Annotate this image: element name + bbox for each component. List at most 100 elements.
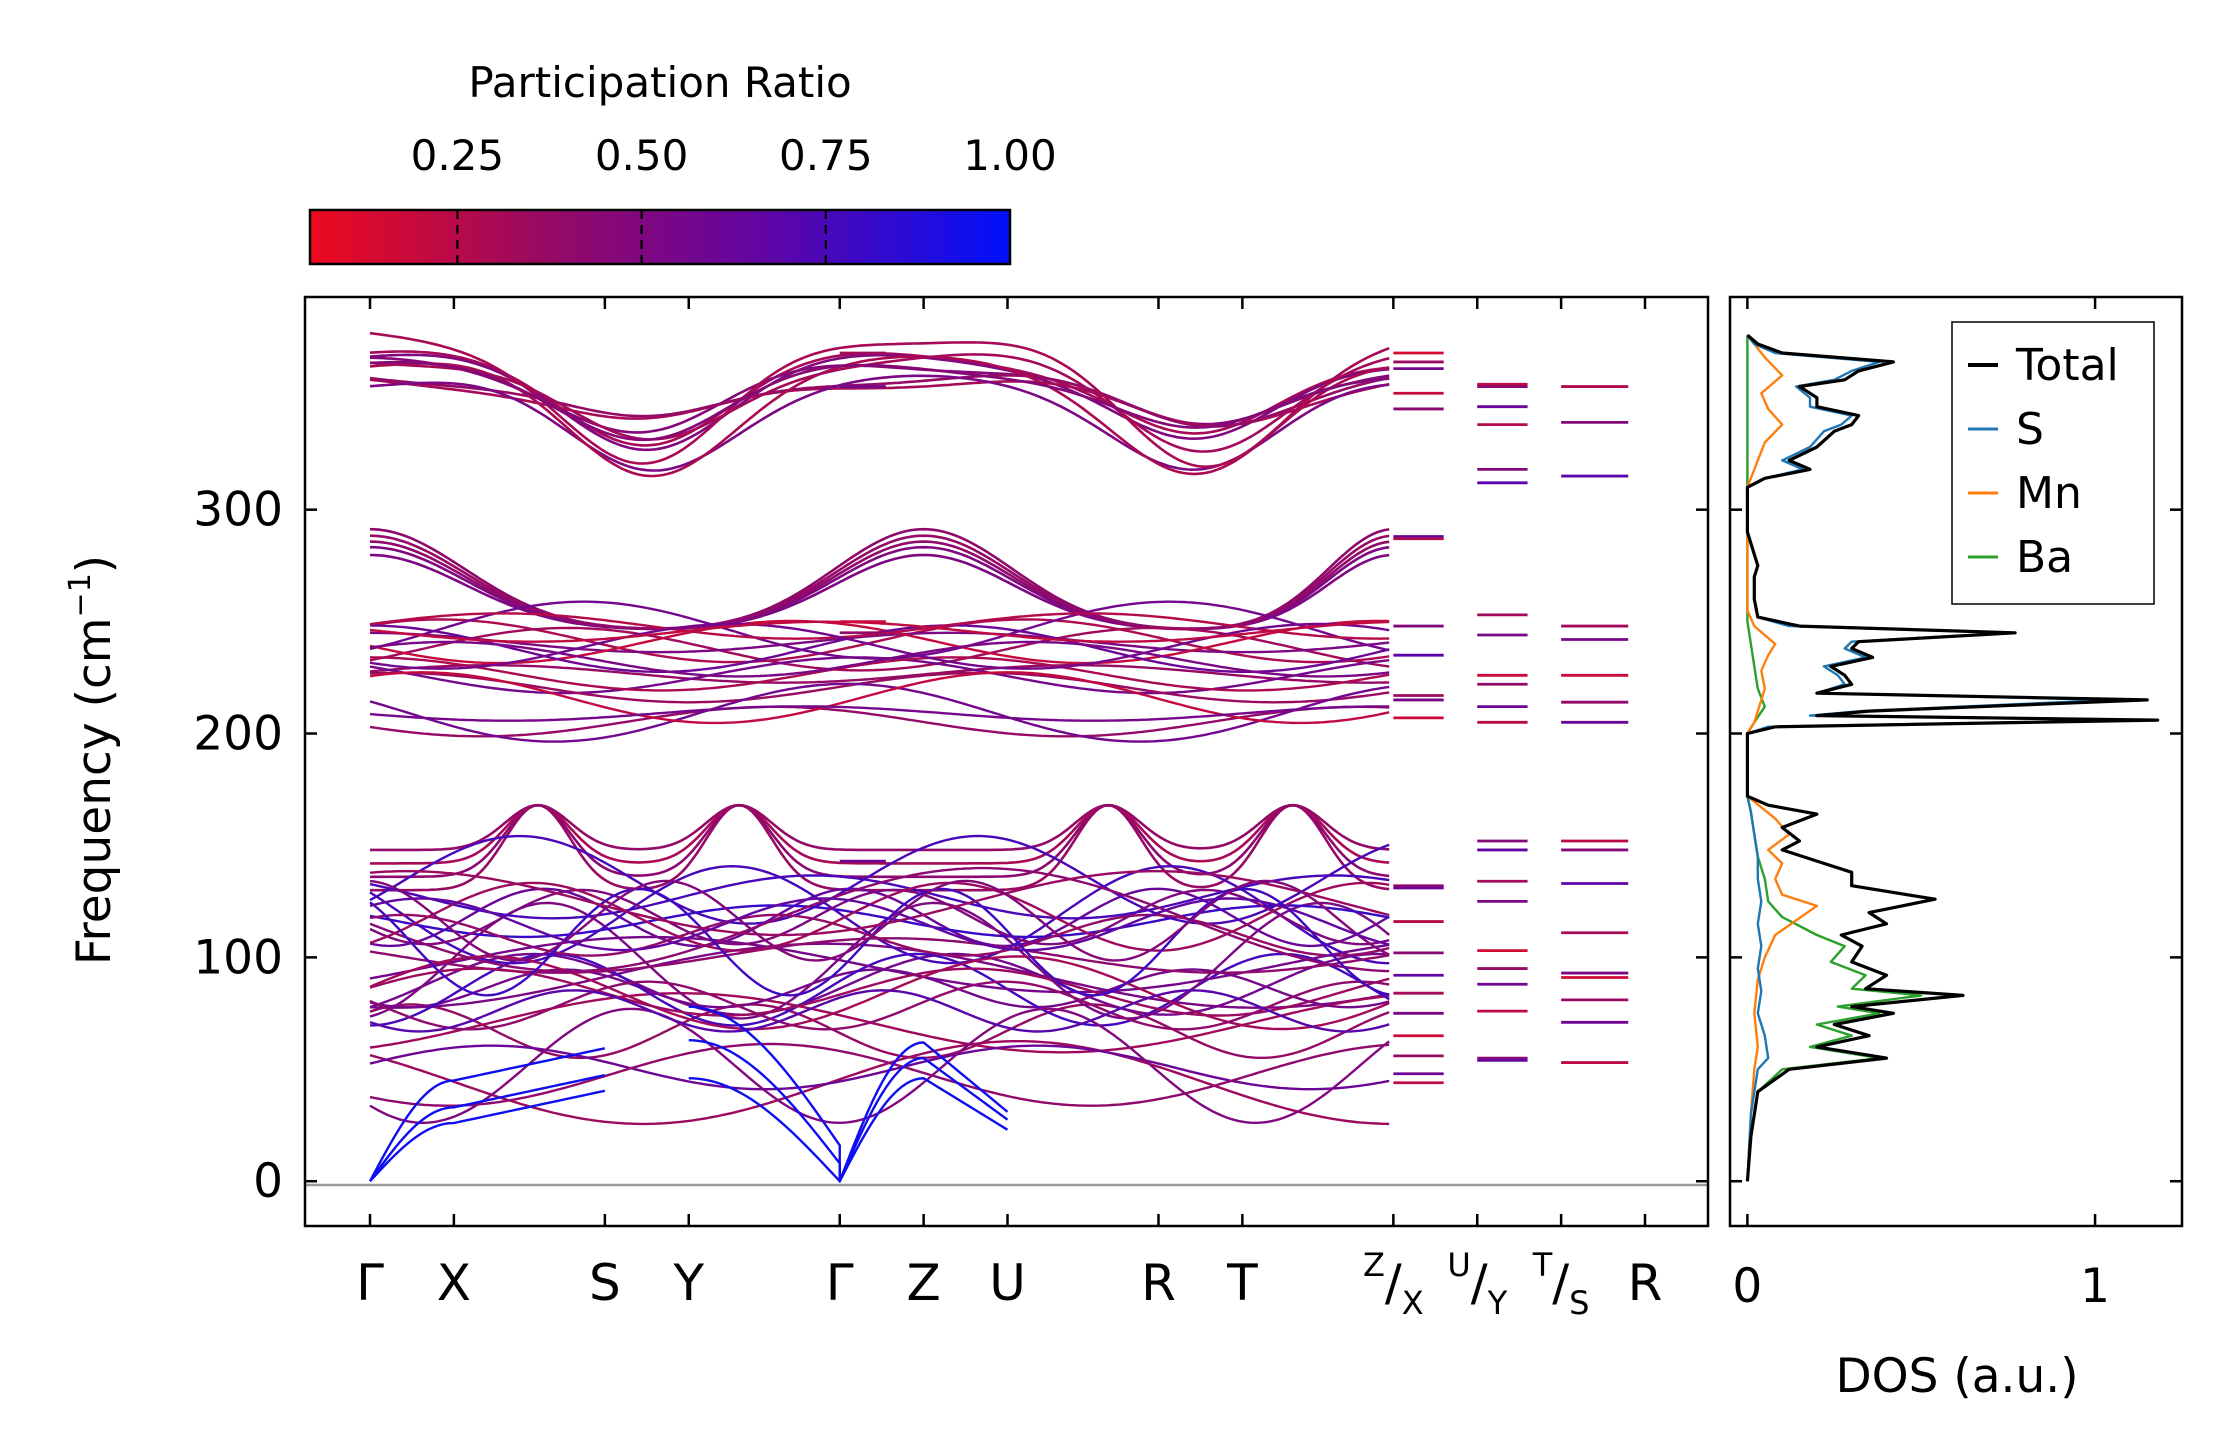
legend-label: Mn bbox=[2016, 468, 2082, 519]
band-branch-mid bbox=[369, 600, 1390, 660]
band-branch-mid bbox=[369, 664, 1390, 684]
acoustic-branch bbox=[368, 1047, 606, 1182]
k-label-composite: U/Y bbox=[1447, 1246, 1507, 1322]
band-branch-low bbox=[369, 888, 1390, 946]
colorbar-tick-label: 0.75 bbox=[779, 131, 873, 180]
colorbar-tick-label: 0.25 bbox=[411, 131, 505, 180]
dos-series-mn bbox=[1746, 334, 1819, 1182]
dos-x-tick-label: 1 bbox=[2080, 1259, 2110, 1314]
band-branch-high bbox=[369, 353, 1390, 452]
band-branch-high bbox=[369, 360, 1390, 442]
colorbar-title: Participation Ratio bbox=[468, 58, 851, 107]
k-label-top: U bbox=[1447, 1246, 1470, 1284]
dos-x-axis-title: DOS (a.u.) bbox=[1835, 1349, 2078, 1404]
legend-label: Ba bbox=[2016, 532, 2073, 583]
dos-x-tick-label: 0 bbox=[1732, 1259, 1762, 1314]
band-branch-low bbox=[369, 881, 1390, 952]
dos-axes-frame bbox=[1728, 295, 2184, 1228]
dos-legend-frame bbox=[1951, 321, 2155, 605]
dos-lines bbox=[1745, 333, 2160, 1182]
k-label-top: T bbox=[1532, 1246, 1553, 1284]
colorbar-tick-label: 0.50 bbox=[595, 131, 689, 180]
band-branch-mid bbox=[369, 620, 1390, 643]
band-branch-low bbox=[369, 935, 1390, 994]
band-y-axis-title-main: Frequency (cm bbox=[67, 617, 122, 965]
dos-legend: Total S Mn Ba bbox=[1951, 321, 2155, 605]
colorbar-tick-labels: 0.25 0.50 0.75 1.00 bbox=[411, 131, 1057, 180]
band-branch-mid bbox=[369, 671, 1390, 704]
band-branch-low bbox=[369, 1044, 1390, 1091]
k-label-slash: / bbox=[1552, 1254, 1569, 1312]
band-branch-low bbox=[369, 870, 1390, 937]
colorbar-ticks bbox=[456, 210, 827, 264]
dos-y-ticks bbox=[1730, 508, 2182, 1183]
band-y-tick-label: 200 bbox=[193, 707, 283, 762]
band-branch-midupper bbox=[369, 540, 1390, 631]
k-label-slash: / bbox=[1385, 1254, 1402, 1312]
band-branch-midupper bbox=[370, 545, 1390, 631]
k-label: Γ bbox=[826, 1254, 854, 1312]
band-branch-low bbox=[369, 834, 1390, 925]
band-branch-low bbox=[369, 887, 1390, 997]
k-label: Γ bbox=[356, 1254, 384, 1312]
band-branch-low bbox=[369, 1042, 1390, 1107]
k-label-bottom: X bbox=[1402, 1284, 1424, 1322]
band-axes-frame bbox=[303, 295, 1710, 1228]
band-branch-low bbox=[369, 967, 1390, 1017]
acoustic-branch bbox=[369, 1089, 606, 1183]
band-branch-low bbox=[369, 989, 1390, 1033]
band-y-tick-label: 300 bbox=[193, 483, 283, 538]
band-branch-low bbox=[369, 980, 1390, 1031]
legend-label: S bbox=[2016, 404, 2044, 455]
k-label-top: Z bbox=[1363, 1246, 1385, 1284]
band-branch-mid bbox=[369, 705, 1390, 738]
band-branch-mid bbox=[369, 682, 1390, 743]
band-flat-levels bbox=[839, 351, 1629, 1085]
k-label-bottom: Y bbox=[1487, 1284, 1508, 1322]
band-branch-low bbox=[369, 1003, 1390, 1060]
band-branch-low bbox=[369, 897, 1390, 952]
band-branch-mid bbox=[369, 640, 1390, 678]
band-branch-low bbox=[369, 904, 1390, 939]
k-label: S bbox=[589, 1254, 621, 1312]
band-branch-low bbox=[369, 992, 1390, 1054]
k-label: X bbox=[437, 1254, 471, 1312]
k-label: Y bbox=[672, 1254, 704, 1312]
band-branch-mid bbox=[369, 631, 1390, 654]
dos-series-total bbox=[1745, 333, 2160, 1182]
band-y-ticks: 0 100 200 300 bbox=[193, 483, 1708, 1209]
acoustic-branch bbox=[369, 1073, 606, 1182]
band-branch-low bbox=[369, 1040, 1390, 1126]
k-label-composite: Z/X bbox=[1363, 1246, 1424, 1322]
k-label-bottom: S bbox=[1569, 1284, 1589, 1322]
band-y-tick-label: 0 bbox=[253, 1154, 283, 1209]
band-y-axis-title-end: ) bbox=[67, 555, 122, 573]
band-branch-hump bbox=[370, 803, 1390, 852]
k-label: T bbox=[1226, 1254, 1258, 1312]
band-branch-high bbox=[369, 353, 1390, 453]
acoustic-branch-z bbox=[688, 1077, 1009, 1184]
colorbar: Participation Ratio 0.25 0.50 0.75 1.00 bbox=[308, 58, 1057, 266]
band-lines bbox=[368, 331, 1390, 1184]
band-branch-midupper bbox=[369, 527, 1390, 630]
dos-series-ba bbox=[1746, 335, 1923, 1182]
k-label: R bbox=[1141, 1254, 1176, 1312]
band-y-axis-title: Frequency (cm−1) bbox=[63, 555, 122, 965]
k-label: R bbox=[1628, 1254, 1663, 1312]
k-label: Z bbox=[906, 1254, 940, 1312]
k-label-slash: / bbox=[1471, 1254, 1488, 1312]
band-branch-low bbox=[369, 955, 1390, 1031]
band-branch-midupper bbox=[369, 553, 1390, 631]
band-branch-low bbox=[369, 866, 1390, 973]
band-y-tick-label: 100 bbox=[193, 930, 283, 985]
colorbar-tick-label: 1.00 bbox=[963, 131, 1057, 180]
k-label: U bbox=[989, 1254, 1026, 1312]
band-k-ticks: Γ X S Y Γ Z U R T RZ/XU/YT/S bbox=[356, 297, 1662, 1322]
colorbar-gradient bbox=[308, 208, 1012, 266]
band-branch-mid bbox=[369, 626, 1390, 672]
k-label-composite: T/S bbox=[1532, 1246, 1590, 1322]
